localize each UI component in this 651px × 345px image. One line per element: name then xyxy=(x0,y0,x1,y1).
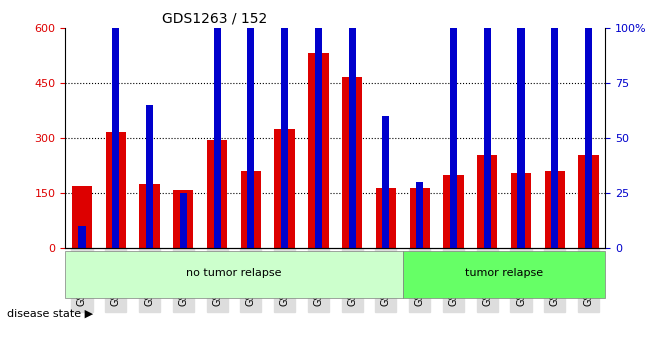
Bar xyxy=(112,0,119,248)
Bar xyxy=(578,155,599,248)
Bar xyxy=(281,0,288,248)
Text: no tumor relapse: no tumor relapse xyxy=(186,268,282,278)
FancyBboxPatch shape xyxy=(65,251,403,298)
Bar xyxy=(545,171,565,248)
Bar xyxy=(275,129,295,248)
Bar xyxy=(450,0,457,248)
Bar xyxy=(105,132,126,248)
Bar xyxy=(173,190,193,248)
Bar xyxy=(511,173,531,248)
Text: tumor relapse: tumor relapse xyxy=(465,268,543,278)
Bar xyxy=(241,171,261,248)
Bar xyxy=(315,0,322,248)
FancyBboxPatch shape xyxy=(403,251,605,298)
Text: disease state ▶: disease state ▶ xyxy=(7,309,92,319)
Bar xyxy=(376,188,396,248)
Bar xyxy=(78,226,85,248)
Bar xyxy=(518,0,525,248)
Bar xyxy=(585,0,592,248)
Bar xyxy=(207,140,227,248)
Bar xyxy=(382,116,389,248)
Bar xyxy=(214,0,221,248)
Bar xyxy=(477,155,497,248)
Text: GDS1263 / 152: GDS1263 / 152 xyxy=(162,11,268,25)
Bar xyxy=(342,77,363,248)
Bar xyxy=(348,0,355,248)
Bar xyxy=(146,105,153,248)
Bar xyxy=(416,182,423,248)
Bar xyxy=(247,0,255,248)
Bar xyxy=(309,53,329,248)
Bar xyxy=(180,193,187,248)
Bar xyxy=(409,188,430,248)
Bar xyxy=(72,186,92,248)
Bar xyxy=(484,0,491,248)
Bar xyxy=(139,184,159,248)
Bar xyxy=(551,0,559,248)
Bar xyxy=(443,175,464,248)
